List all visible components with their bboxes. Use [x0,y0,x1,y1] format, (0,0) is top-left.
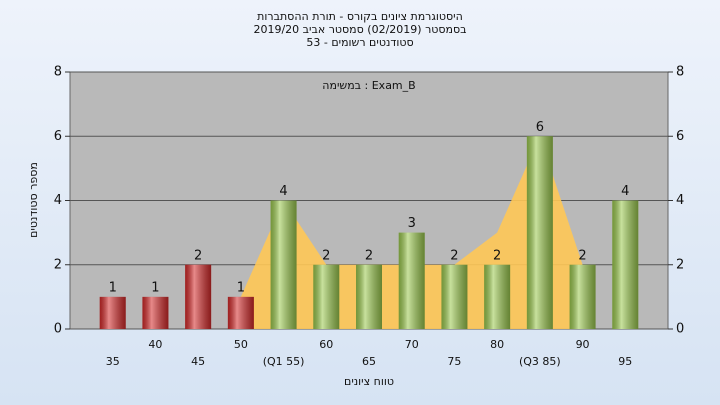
data-label: 6 [536,120,544,135]
bar-shine [569,264,596,329]
x-tick-label: 95 [618,355,632,368]
x-tick-label: 70 [405,338,419,351]
x-tick-label: 90 [576,338,590,351]
bar-shine [356,264,382,329]
x-tick-label: 80 [490,338,504,351]
y-axis-label: מספר סטודנטים [27,162,40,238]
y2-tick-label: 6 [676,129,684,144]
data-label: 1 [109,280,117,295]
data-label: 4 [279,184,287,199]
y2-tick-label: 4 [676,193,684,208]
data-label: 4 [621,184,629,199]
x-tick-label: 60 [319,338,333,351]
x-tick-label: 50 [234,338,248,351]
bar-shine [398,232,425,329]
bar-shine [313,264,340,329]
data-label: 2 [194,248,202,263]
x-tick-label: 45 [191,355,205,368]
y-tick-label: 8 [54,65,62,80]
y-tick-label: 2 [54,257,62,272]
x-axis-label: טווח ציונים [344,375,394,388]
x-tick-label: 35 [106,355,120,368]
bar-shine [227,296,254,329]
data-label: 2 [578,248,586,263]
x-tick-label: 65 [362,355,376,368]
data-label: 3 [408,216,416,231]
annotation: במשימה : Exam_B [322,79,415,92]
y-tick-label: 0 [54,322,62,337]
bar-shine [441,264,468,329]
data-label: 2 [365,248,373,263]
x-tick-label: 40 [148,338,162,351]
chart-subtitle: 53 - סטודנטים רשומים [306,36,413,49]
y2-tick-label: 2 [676,257,684,272]
bar-shine [185,264,212,329]
data-label: 1 [151,280,159,295]
x-tick-label: (Q3 85) [519,355,561,368]
x-tick-label: 75 [447,355,461,368]
data-label: 2 [450,248,458,263]
bar-shine [484,264,511,329]
y2-tick-label: 8 [676,65,684,80]
bar-shine [99,296,126,329]
bar-shine [612,200,639,329]
data-label: 1 [237,280,245,295]
chart-title: היסטוגרמת ציונים בקורס - תורת ההסתברות [257,10,463,23]
chart-subtitle: בסמסטר (02/2019) סמסטר אביב 2019/20 [253,23,466,36]
y-tick-label: 6 [54,129,62,144]
y2-tick-label: 0 [676,322,684,337]
bar-shine [142,296,169,329]
x-tick-label: (Q1 55) [263,355,305,368]
data-label: 2 [322,248,330,263]
y-tick-label: 4 [54,193,62,208]
bar-shine [270,200,297,329]
data-label: 2 [493,248,501,263]
bar-shine [526,136,553,329]
